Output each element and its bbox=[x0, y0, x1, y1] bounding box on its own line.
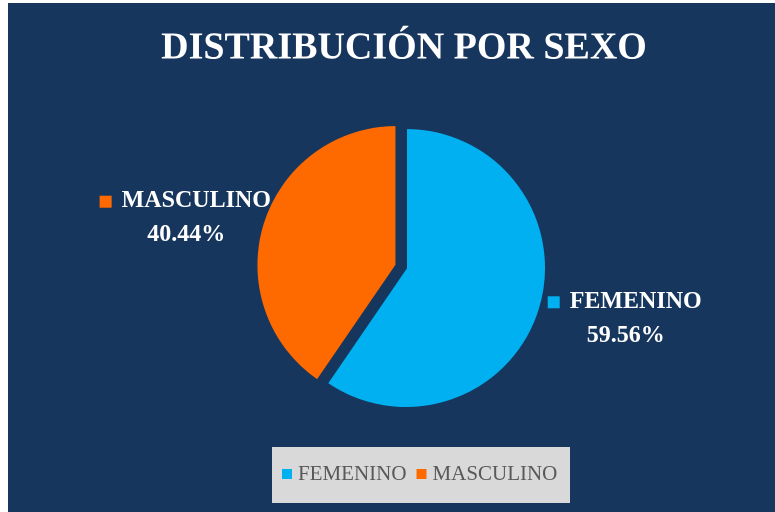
data-label-value: 40.44% bbox=[147, 221, 225, 247]
pie-slice bbox=[325, 126, 547, 409]
data-label-marker bbox=[99, 195, 112, 208]
legend-label: MASCULINO bbox=[433, 461, 558, 485]
legend-swatch bbox=[282, 469, 292, 479]
legend-swatch bbox=[416, 469, 427, 479]
data-label-name: MASCULINO bbox=[122, 187, 271, 213]
legend-label: FEMENINO bbox=[298, 461, 407, 485]
chart-title: DISTRIBUCIÓN POR SEXO bbox=[161, 26, 647, 68]
data-label-value: 59.56% bbox=[587, 322, 665, 348]
pie-slice bbox=[255, 124, 398, 382]
data-label-marker bbox=[547, 296, 560, 309]
data-label-name: FEMENINO bbox=[570, 288, 702, 314]
